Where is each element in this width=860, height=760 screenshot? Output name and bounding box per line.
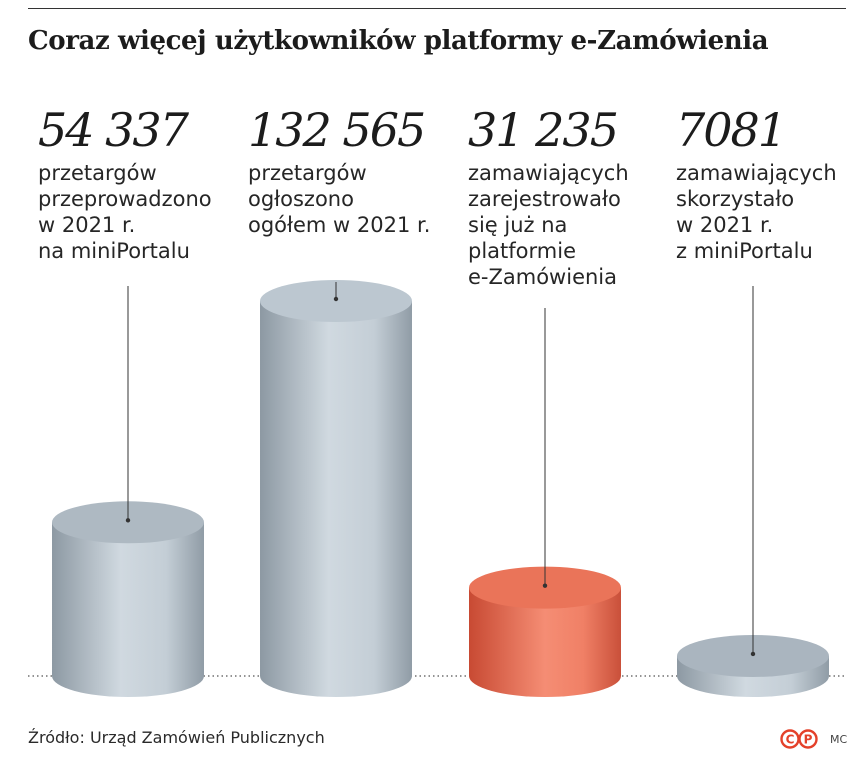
value-label-2: 132 565: [248, 103, 426, 157]
bar-body-3: [469, 587, 621, 697]
chart-title: Coraz więcej użytkowników platformy e-Za…: [28, 26, 769, 56]
category-label-2: przetargów ogłoszono ogółem w 2021 r.: [248, 161, 431, 237]
value-label-4: 7081: [676, 103, 787, 157]
category-label-1: przetargów przeprowadzono w 2021 r. na m…: [38, 161, 212, 263]
stat-block-1: 54 337 przetargów przeprowadzono w 2021 …: [38, 102, 238, 264]
cp-logo-icon: C P: [780, 729, 818, 749]
stat-block-2: 132 565 przetargów ogłoszono ogółem w 20…: [248, 102, 448, 238]
category-label-4: zamawiających skorzystało w 2021 r. z mi…: [676, 161, 837, 263]
stat-block-4: 7081 zamawiających skorzystało w 2021 r.…: [676, 102, 860, 264]
leader-dot-3: [542, 583, 548, 588]
top-rule: [28, 8, 846, 9]
svg-text:C: C: [786, 733, 795, 747]
source-note: Źródło: Urząd Zamówień Publicznych: [28, 728, 325, 747]
leader-dot-2: [333, 296, 339, 302]
stat-block-3: 31 235 zamawiających zarejestrowało się …: [468, 102, 668, 290]
svg-text:P: P: [804, 733, 813, 747]
bar-body-2: [260, 301, 412, 697]
value-label-3: 31 235: [468, 103, 619, 157]
author-initials: MC: [830, 733, 848, 746]
leader-dot-1: [125, 518, 131, 523]
bar-body-1: [52, 522, 204, 697]
leader-dot-4: [750, 651, 756, 657]
category-label-3: zamawiających zarejestrowało się już na …: [468, 161, 629, 289]
value-label-1: 54 337: [38, 103, 189, 157]
